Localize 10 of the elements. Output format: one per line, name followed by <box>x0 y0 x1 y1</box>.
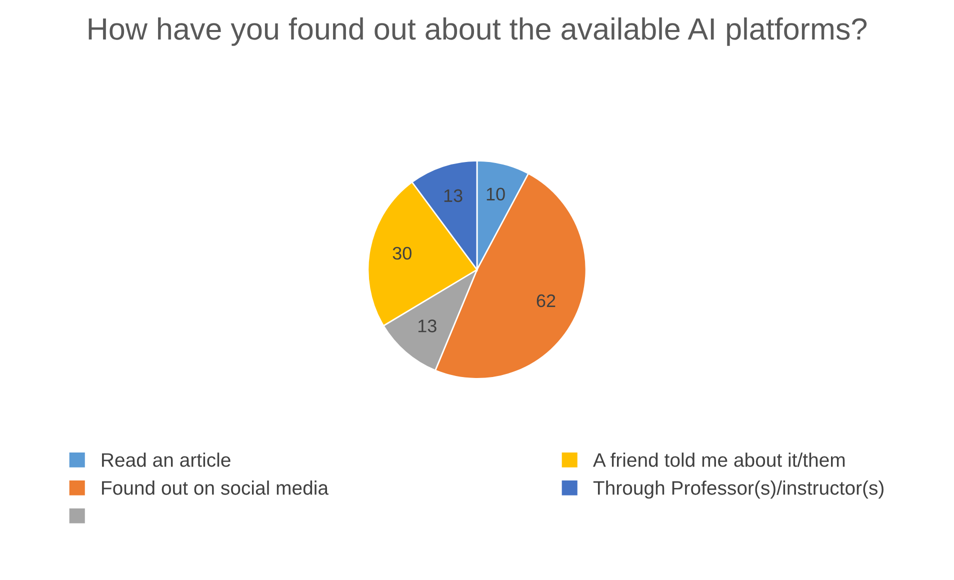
legend-label: A friend told me about it/them <box>592 452 845 467</box>
legend-label: Found out on social media <box>102 480 329 495</box>
legend-label: Through Professor(s)/instructor(s) <box>593 480 884 499</box>
data-label: 13 <box>418 320 436 332</box>
data-label: 10 <box>486 188 505 201</box>
legend-label: Read an article <box>102 452 230 467</box>
data-label: 62 <box>536 294 556 308</box>
data-label: 30 <box>392 246 412 260</box>
chart-title: How have you found out about the available AI platforms? <box>88 17 867 46</box>
data-label: 13 <box>444 189 462 202</box>
